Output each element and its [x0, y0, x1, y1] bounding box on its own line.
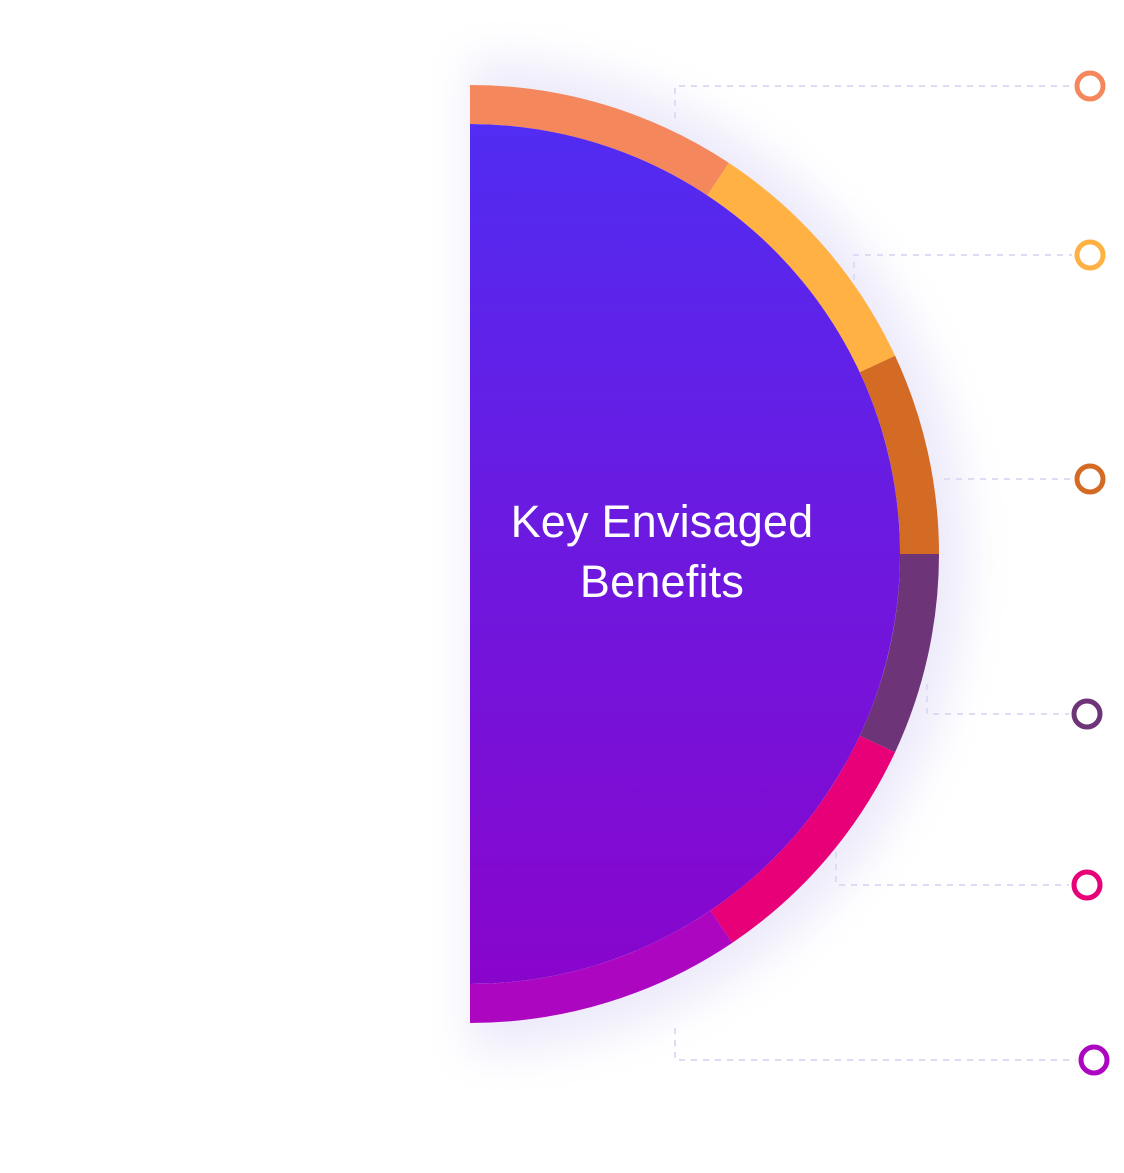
ring-segment-6 — [470, 910, 733, 1023]
center-title: Key Envisaged Benefits — [470, 492, 854, 612]
connector-line-5 — [835, 852, 1069, 886]
benefit-marker-3-ring-icon — [1074, 463, 1106, 495]
ring-segment-5 — [710, 735, 896, 943]
center-title-line-1: Key Envisaged — [510, 496, 814, 547]
outer-ring — [470, 85, 939, 1023]
connector-lines — [674, 85, 1076, 1061]
connector-line-4 — [926, 684, 1069, 715]
connector-line-6 — [674, 1028, 1076, 1061]
benefit-marker-4-ring-icon — [1071, 698, 1103, 730]
connector-line-1 — [674, 85, 1072, 118]
ring-segment-2 — [707, 162, 896, 373]
benefit-marker-1-ring-icon — [1074, 70, 1106, 102]
connector-line-2 — [853, 254, 1072, 280]
core-half-disc — [470, 124, 900, 984]
ring-segment-1 — [470, 85, 729, 196]
benefit-marker-6-ring-icon — [1078, 1044, 1110, 1076]
benefit-markers — [1071, 70, 1110, 1076]
center-title-line-2: Benefits — [579, 556, 745, 607]
benefit-marker-2-ring-icon — [1074, 239, 1106, 271]
ring-segment-3 — [859, 355, 939, 554]
benefit-marker-5-ring-icon — [1071, 869, 1103, 901]
ring-segment-4 — [859, 554, 939, 753]
